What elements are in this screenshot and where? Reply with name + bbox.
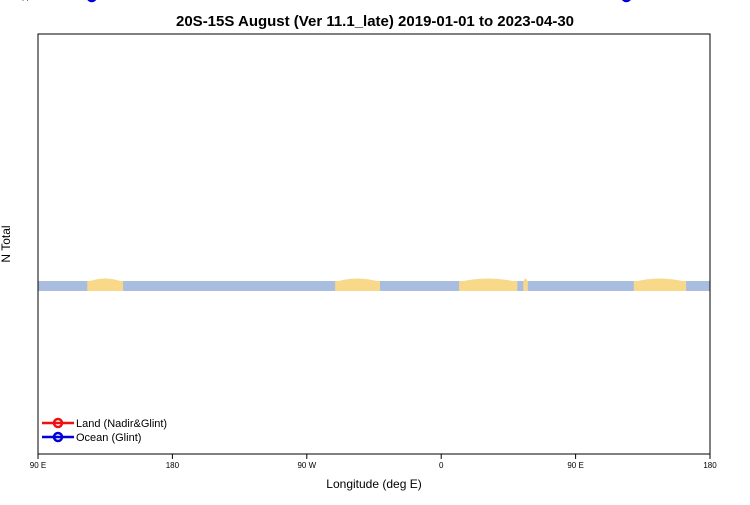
legend-land-label: Land (Nadir&Glint) — [76, 418, 167, 430]
x-tick-label: 90 E — [567, 461, 583, 470]
x-tick-label: 180 — [703, 461, 717, 470]
land-mask-segment — [459, 281, 518, 291]
legend-ocean-marker — [52, 431, 64, 443]
ocean-point — [622, 0, 631, 3]
data-points — [87, 0, 631, 3]
x-tick-label: 90 E — [30, 461, 46, 470]
y-axis-label: N Total — [0, 225, 13, 262]
y-axis: 1050100500100050001000050000 — [21, 0, 30, 1]
legend-land-marker — [52, 417, 64, 429]
land-mask-hump — [335, 278, 380, 282]
land-mask-hump — [633, 278, 687, 282]
land-mask-hump — [523, 278, 528, 282]
y-tick-label: 10 — [21, 0, 30, 1]
chart-title: 20S-15S August (Ver 11.1_late) 2019-01-0… — [176, 13, 574, 30]
x-tick-label: 0 — [439, 461, 444, 470]
land-mask-hump — [459, 278, 518, 282]
land-mask-segment — [335, 281, 380, 291]
legend: Land (Nadir&Glint) Ocean (Glint) — [42, 417, 167, 444]
ocean-point — [87, 0, 97, 3]
x-tick-label: 180 — [166, 461, 180, 470]
land-mask-segment — [523, 281, 528, 291]
x-tick-label: 90 W — [297, 461, 316, 470]
land-mask-segment — [87, 281, 124, 291]
legend-ocean-label: Ocean (Glint) — [76, 432, 141, 444]
plot-frame — [37, 33, 711, 455]
x-axis-label: Longitude (deg E) — [326, 477, 421, 491]
x-axis: 90 E 180 90 W 0 90 E 180 — [30, 454, 717, 470]
land-mask-hump — [87, 278, 124, 282]
land-ocean-mask-band — [38, 278, 710, 291]
land-mask-segment — [633, 281, 687, 291]
